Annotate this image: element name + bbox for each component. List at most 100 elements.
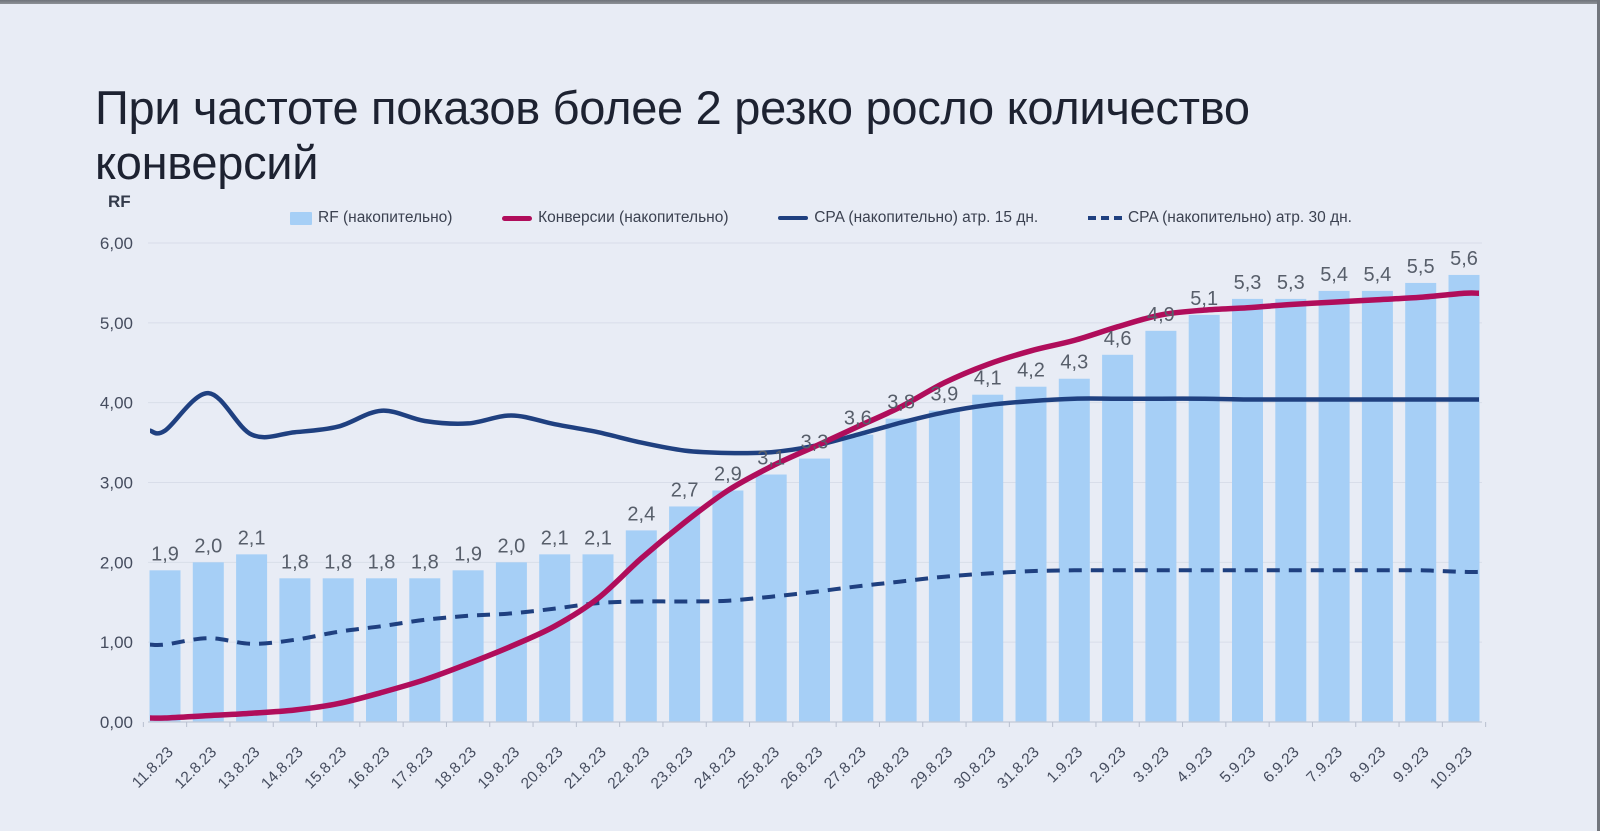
x-tick-label: 28.8.23 bbox=[864, 744, 913, 793]
x-tick-label: 18.8.23 bbox=[431, 744, 480, 793]
conversions-line bbox=[149, 290, 1480, 721]
x-tick-label: 12.8.23 bbox=[172, 744, 221, 793]
rf-bar bbox=[1361, 290, 1393, 722]
y-tick-label: 4,00 bbox=[100, 394, 133, 413]
rf-bar bbox=[236, 554, 268, 722]
x-tick-label: 17.8.23 bbox=[388, 744, 437, 793]
bar-value-label: 4,9 bbox=[1147, 304, 1175, 326]
bar-value-label: 5,4 bbox=[1363, 264, 1391, 286]
bar-value-label: 5,1 bbox=[1190, 288, 1218, 310]
x-tick-label: 9.9.23 bbox=[1390, 744, 1433, 787]
rf-bar bbox=[928, 410, 960, 722]
y-tick-label: 6,00 bbox=[100, 234, 133, 253]
bar-value-label: 3,9 bbox=[930, 384, 958, 406]
bar-value-label: 5,5 bbox=[1407, 256, 1435, 278]
x-tick-label: 10.9.23 bbox=[1427, 744, 1476, 793]
x-tick-label: 1.9.23 bbox=[1044, 744, 1087, 787]
x-tick-label: 6.9.23 bbox=[1260, 744, 1303, 787]
bar-value-label: 2,0 bbox=[497, 535, 525, 557]
bar-value-label: 2,1 bbox=[238, 527, 266, 549]
legend-label-cpa-15: CPA (накопительно) атр. 15 дн. bbox=[814, 209, 1039, 226]
bar-value-label: 4,1 bbox=[974, 368, 1002, 390]
legend-item-conversions: Конверсии (накопительно) bbox=[502, 209, 729, 227]
legend-item-cpa-30: CPA (накопительно) атр. 30 дн. bbox=[1087, 209, 1352, 227]
x-tick-label: 19.8.23 bbox=[475, 744, 524, 793]
bar-value-label: 2,0 bbox=[194, 535, 222, 557]
x-tick-label: 20.8.23 bbox=[518, 744, 567, 793]
rf-bar bbox=[972, 394, 1004, 722]
bar-value-label: 2,7 bbox=[671, 479, 699, 501]
rf-bar bbox=[582, 554, 614, 722]
bar-value-label: 4,2 bbox=[1017, 360, 1045, 382]
rf-bar bbox=[1145, 330, 1177, 722]
rf-bar bbox=[366, 578, 397, 722]
bar-value-label: 5,3 bbox=[1234, 272, 1262, 294]
rf-bar bbox=[712, 490, 744, 722]
y-tick-label: 2,00 bbox=[100, 553, 133, 572]
y-tick-label: 3,00 bbox=[100, 474, 133, 493]
rf-bar bbox=[1102, 354, 1134, 722]
bar-value-label: 5,4 bbox=[1320, 264, 1348, 286]
rf-bar bbox=[1015, 386, 1047, 722]
x-tick-label: 5.9.23 bbox=[1217, 744, 1260, 787]
bar-value-label: 3,8 bbox=[887, 392, 915, 414]
x-tick-label: 26.8.23 bbox=[778, 744, 827, 793]
bar-value-label: 3,3 bbox=[801, 432, 829, 454]
x-tick-label: 14.8.23 bbox=[258, 744, 307, 793]
slide-title: При частоте показов более 2 резко росло … bbox=[95, 81, 1250, 190]
legend-item-rf: RF (накопительно) bbox=[290, 209, 452, 227]
x-tick-label: 3.9.23 bbox=[1130, 744, 1173, 787]
rf-bar bbox=[1405, 282, 1437, 722]
bar-value-label: 3,6 bbox=[844, 408, 872, 430]
rf-bar bbox=[669, 506, 701, 722]
bar-value-label: 5,6 bbox=[1450, 248, 1478, 270]
x-tick-label: 15.8.23 bbox=[301, 744, 350, 793]
rf-bar bbox=[192, 562, 224, 722]
bar-value-label: 4,3 bbox=[1060, 352, 1088, 374]
rf-bar bbox=[322, 578, 354, 722]
x-tick-label: 27.8.23 bbox=[821, 744, 870, 793]
rf-bar bbox=[409, 578, 441, 722]
rf-series-swatch bbox=[290, 211, 312, 225]
bar-value-label: 4,6 bbox=[1104, 328, 1132, 350]
x-tick-label: 23.8.23 bbox=[648, 744, 697, 793]
x-tick-label: 2.9.23 bbox=[1087, 744, 1130, 787]
rf-bar bbox=[1232, 298, 1263, 722]
rf-bar bbox=[842, 434, 874, 722]
x-tick-label: 30.8.23 bbox=[951, 744, 1000, 793]
rf-bar bbox=[1275, 298, 1307, 722]
legend-label-cpa-30: CPA (накопительно) атр. 30 дн. bbox=[1127, 209, 1352, 226]
legend-item-cpa-15: CPA (накопительно) атр. 15 дн. bbox=[778, 209, 1038, 227]
y-tick-label: 1,00 bbox=[100, 633, 133, 652]
x-tick-label: 21.8.23 bbox=[561, 744, 610, 793]
x-tick-label: 22.8.23 bbox=[605, 744, 654, 793]
y-tick-label: 5,00 bbox=[100, 314, 133, 333]
bar-value-label: 1,9 bbox=[454, 543, 482, 565]
bar-value-label: 2,1 bbox=[541, 527, 569, 549]
window-right-border bbox=[1597, 0, 1600, 831]
x-tick-label: 8.9.23 bbox=[1347, 744, 1390, 787]
rf-bar bbox=[539, 554, 571, 722]
rf-bar bbox=[885, 418, 917, 722]
window-top-border bbox=[0, 0, 1600, 4]
bar-value-label: 1,8 bbox=[324, 551, 352, 573]
x-tick-label: 31.8.23 bbox=[994, 744, 1043, 793]
bar-value-label: 5,3 bbox=[1277, 272, 1305, 294]
bar-value-label: 1,8 bbox=[281, 551, 309, 573]
rf-bar bbox=[279, 578, 311, 722]
y-tick-label: 0,00 bbox=[100, 713, 133, 732]
x-tick-label: 4.9.23 bbox=[1174, 744, 1217, 787]
legend-label-conversions: Конверсии (накопительно) bbox=[538, 209, 729, 226]
x-tick-label: 16.8.23 bbox=[345, 744, 394, 793]
bar-value-label: 1,8 bbox=[368, 551, 396, 573]
x-tick-label: 29.8.23 bbox=[908, 744, 957, 793]
chart-legend: RF (накопительно) Конверсии (накопительн… bbox=[290, 206, 1352, 230]
rf-bar bbox=[1058, 378, 1090, 722]
bar-value-label: 3,1 bbox=[757, 448, 785, 470]
bar-value-label: 1,9 bbox=[151, 543, 179, 565]
bar-value-label: 2,4 bbox=[627, 503, 655, 525]
bar-value-label: 2,9 bbox=[714, 463, 742, 485]
bar-value-label: 2,1 bbox=[584, 527, 612, 549]
x-tick-label: 24.8.23 bbox=[691, 744, 740, 793]
